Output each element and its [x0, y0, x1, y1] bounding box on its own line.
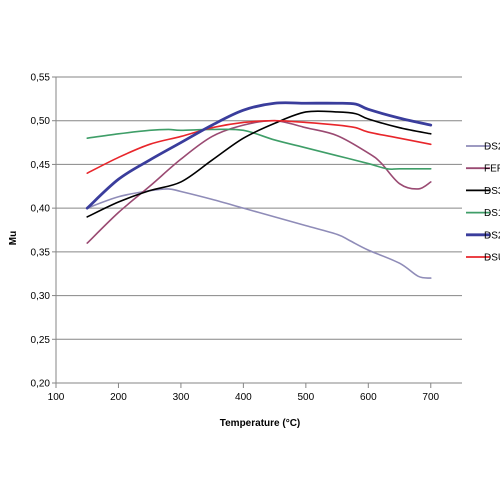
y-tick-label: 0,45: [31, 160, 51, 171]
series-line-ds2500: [86, 188, 432, 279]
y-tick-label: 0,55: [31, 73, 51, 84]
series-line-dsuno: [86, 119, 432, 174]
x-tick-label: 500: [298, 392, 315, 403]
x-tick-label: 600: [360, 392, 377, 403]
legend-item: DSUNO: [466, 253, 500, 264]
series-line-fer4003: [86, 119, 432, 244]
legend: DS2500 FER4003 DS3000 DS1.11 DS2.11 DSUNO: [466, 142, 500, 264]
y-tick-label: 0,35: [31, 247, 51, 258]
legend-label: DS2500: [484, 142, 500, 153]
series-lines: [85, 101, 433, 279]
legend-item: DS3000: [466, 186, 500, 197]
y-axis-title: Mu: [8, 231, 19, 245]
x-tick-label: 100: [48, 392, 65, 403]
legend-label: DS2.11: [484, 230, 500, 241]
x-axis-title: Temperature (°C): [220, 418, 301, 429]
series-line-ds1-11: [86, 128, 432, 170]
legend-item: DS2500: [466, 142, 500, 153]
y-tick-label: 0,50: [31, 116, 51, 127]
axes: 0,20 0,25 0,30 0,35 0,40 0,45 0,50 0,55 100 200 30…: [31, 73, 462, 403]
legend-label: FER4003: [484, 164, 500, 175]
legend-label: DSUNO: [484, 253, 500, 264]
legend-label: DS1.11: [484, 208, 500, 219]
y-tick-label: 0,25: [31, 335, 51, 346]
x-tick-label: 300: [173, 392, 190, 403]
series-line-ds2-11: [85, 101, 433, 210]
x-tick-label: 200: [110, 392, 127, 403]
x-tick-label: 700: [422, 392, 439, 403]
legend-item: DS1.11: [466, 208, 500, 219]
series-line-ds3000: [86, 110, 432, 218]
y-tick-label: 0,30: [31, 291, 51, 302]
legend-item: DS2.11: [466, 230, 500, 241]
y-tick-label: 0,40: [31, 204, 51, 215]
grid: [56, 76, 462, 384]
y-tick-label: 0,20: [31, 379, 51, 390]
x-tick-label: 400: [235, 392, 252, 403]
legend-label: DS3000: [484, 186, 500, 197]
legend-item: FER4003: [466, 164, 500, 175]
